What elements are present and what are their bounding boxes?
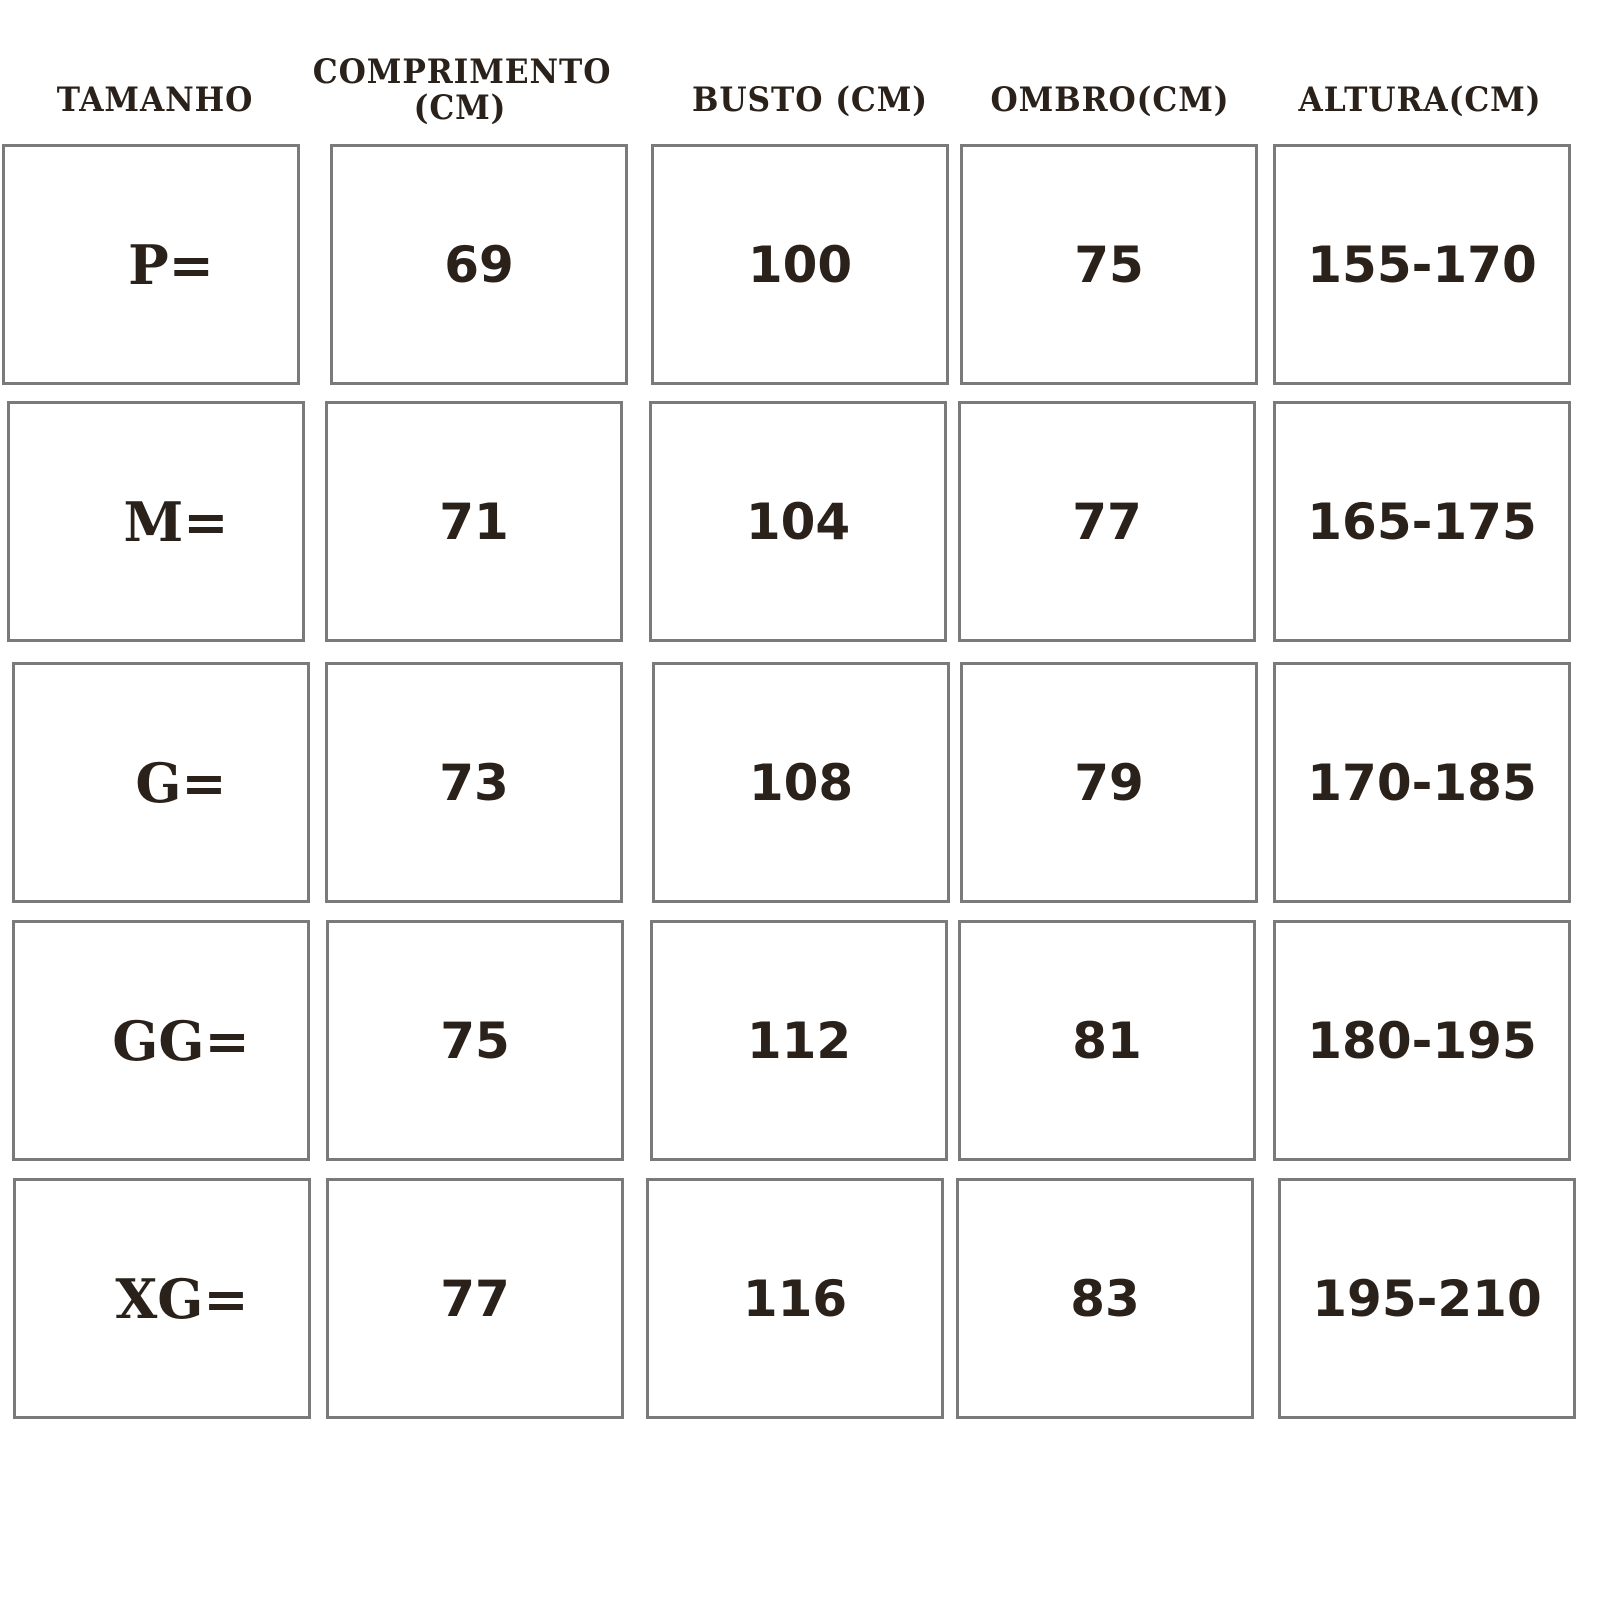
measurement-value: 170-185 xyxy=(1307,753,1537,812)
measurement-value: 75 xyxy=(440,1011,510,1070)
cell-bust: 112 xyxy=(650,920,948,1161)
cell-height: 180-195 xyxy=(1273,920,1571,1161)
cell-bust: 108 xyxy=(652,662,950,903)
cell-shoulder: 79 xyxy=(960,662,1258,903)
measurement-value: 165-175 xyxy=(1307,492,1537,551)
cell-height: 165-175 xyxy=(1273,401,1571,642)
cell-bust: 116 xyxy=(646,1178,944,1419)
measurement-value: 83 xyxy=(1070,1269,1140,1328)
header-length: COMPRIMENTO (CM) xyxy=(312,52,612,128)
cell-height: 170-185 xyxy=(1273,662,1571,903)
measurement-value: 180-195 xyxy=(1307,1011,1537,1070)
size-label: P= xyxy=(128,232,214,297)
measurement-value: 108 xyxy=(748,753,854,812)
header-height: ALTURA(CM) xyxy=(1298,80,1542,120)
measurement-value: 75 xyxy=(1074,235,1144,294)
measurement-value: 73 xyxy=(439,753,509,812)
measurement-value: 112 xyxy=(746,1011,852,1070)
header-bust: BUSTO (CM) xyxy=(691,80,929,120)
cell-size: XG= xyxy=(13,1178,311,1419)
cell-height: 155-170 xyxy=(1273,144,1571,385)
measurement-value: 81 xyxy=(1072,1011,1142,1070)
measurement-value: 77 xyxy=(1072,492,1142,551)
measurement-value: 71 xyxy=(439,492,509,551)
header-shoulder: OMBRO(CM) xyxy=(990,80,1230,120)
size-label: M= xyxy=(123,489,229,554)
header-size: TAMANHO xyxy=(56,80,254,120)
measurement-value: 79 xyxy=(1074,753,1144,812)
cell-size: GG= xyxy=(12,920,310,1161)
cell-size: P= xyxy=(2,144,300,385)
cell-size: M= xyxy=(7,401,305,642)
cell-length: 75 xyxy=(326,920,624,1161)
cell-length: 77 xyxy=(326,1178,624,1419)
cell-length: 71 xyxy=(325,401,623,642)
cell-shoulder: 77 xyxy=(958,401,1256,642)
measurement-value: 116 xyxy=(742,1269,848,1328)
size-label: GG= xyxy=(112,1008,250,1073)
cell-bust: 104 xyxy=(649,401,947,642)
measurement-value: 69 xyxy=(444,235,514,294)
measurement-value: 104 xyxy=(745,492,851,551)
size-label: XG= xyxy=(115,1266,249,1331)
measurement-value: 155-170 xyxy=(1307,235,1537,294)
cell-length: 69 xyxy=(330,144,628,385)
cell-shoulder: 81 xyxy=(958,920,1256,1161)
size-label: G= xyxy=(135,750,227,815)
measurement-value: 77 xyxy=(440,1269,510,1328)
cell-height: 195-210 xyxy=(1278,1178,1576,1419)
measurement-value: 195-210 xyxy=(1312,1269,1542,1328)
cell-shoulder: 83 xyxy=(956,1178,1254,1419)
cell-length: 73 xyxy=(325,662,623,903)
cell-bust: 100 xyxy=(651,144,949,385)
measurement-value: 100 xyxy=(747,235,853,294)
cell-size: G= xyxy=(12,662,310,903)
cell-shoulder: 75 xyxy=(960,144,1258,385)
